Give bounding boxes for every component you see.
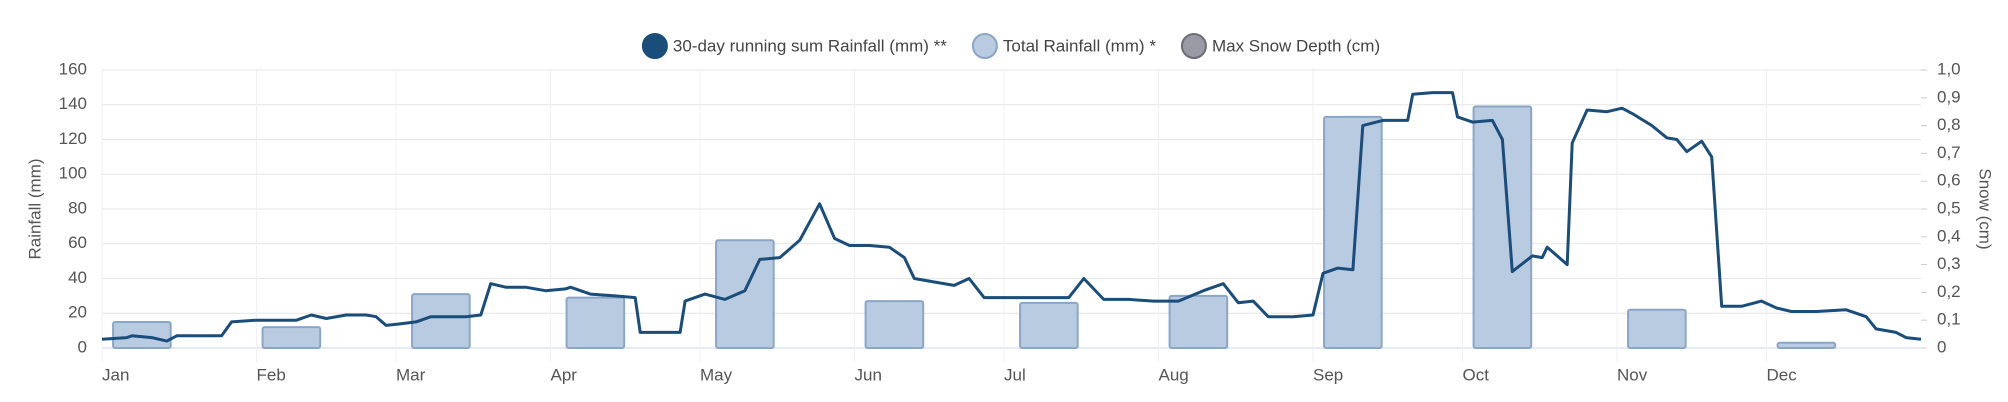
y-tick-label: 160 [59,59,87,78]
bar [715,239,775,349]
y-tick-label: 20 [68,303,87,322]
x-tick-label: Oct [1463,365,1490,384]
y2-tick-label: 1,0 [1937,59,1961,78]
y2-tick-label: 0,1 [1937,310,1961,329]
y-tick-label: 0 [78,337,87,356]
x-tick-label: Aug [1159,365,1189,384]
y2-tick-label: 0,7 [1937,143,1961,162]
x-tick-label: Apr [551,365,578,384]
x-tick-label: Nov [1617,365,1648,384]
y-tick-label: 80 [68,198,87,217]
x-tick-label: May [700,365,733,384]
legend-label: 30-day running sum Rainfall (mm) ** [673,36,947,55]
bar [1776,341,1837,350]
legend-label: Max Snow Depth (cm) [1212,36,1380,55]
bar [1019,301,1079,350]
bar [1168,294,1229,349]
legend-label: Total Rainfall (mm) * [1003,36,1156,55]
bar [261,326,322,349]
bar [565,296,626,349]
bar [1627,308,1687,349]
line [101,91,1922,343]
y-tick-label: 40 [68,268,87,287]
legend-marker [971,33,998,59]
bar [112,320,172,349]
bar [1323,115,1383,349]
legend: 30-day running sum Rainfall (mm) ** Total… [641,33,1380,59]
y2-tick-label: 0,4 [1937,226,1961,245]
x-tick-label: Dec [1767,365,1798,384]
bar [864,300,925,349]
x-tick-label: Jun [855,365,882,384]
legend-marker [641,33,668,59]
y2-tick-label: 0 [1937,337,1946,356]
x-tick-label: Jul [1004,365,1026,384]
x-tick-label: Feb [256,365,285,384]
y2-tick-label: 0,6 [1937,171,1961,190]
y-tick-label: 100 [59,164,87,183]
y-tick-label: 60 [68,233,87,252]
x-tick-label: Jan [102,365,129,384]
y2-tick-label: 0,9 [1937,87,1961,106]
x-tick-label: Sep [1313,365,1343,384]
y2-tick-label: 0,5 [1937,198,1961,217]
y-tick-label: 120 [59,129,87,148]
legend-marker [1180,33,1207,59]
y2-tick-label: 0,2 [1937,282,1961,301]
y2-axis-title: Snow (cm) [1976,168,1995,249]
x-tick-label: Mar [396,365,426,384]
y2-tick-label: 0,8 [1937,115,1961,134]
y-axis-title: Rainfall (mm) [25,158,44,259]
y-tick-label: 140 [59,94,87,113]
y2-tick-label: 0,3 [1937,254,1961,273]
bar [1472,105,1533,349]
